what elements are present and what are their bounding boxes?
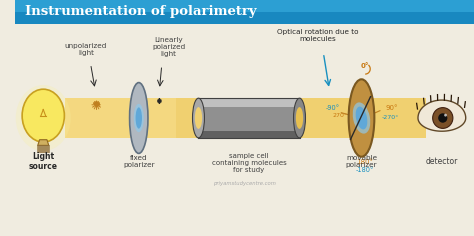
Ellipse shape	[134, 104, 144, 132]
Bar	[37, 151, 49, 152]
Text: Instrumentation of polarimetry: Instrumentation of polarimetry	[25, 5, 257, 18]
Ellipse shape	[353, 102, 370, 134]
Ellipse shape	[22, 89, 64, 142]
Ellipse shape	[136, 107, 142, 129]
Text: 270°: 270°	[333, 113, 348, 118]
Bar	[15, 0, 474, 12]
Ellipse shape	[296, 107, 303, 129]
Polygon shape	[65, 98, 175, 138]
Text: -270°: -270°	[382, 114, 399, 120]
Ellipse shape	[356, 107, 367, 129]
Text: 180°: 180°	[356, 159, 374, 165]
Bar	[199, 131, 300, 138]
Polygon shape	[65, 98, 426, 138]
Circle shape	[438, 113, 447, 123]
Text: unpolarized
light: unpolarized light	[65, 43, 107, 56]
Text: -180°: -180°	[356, 167, 374, 173]
Polygon shape	[38, 140, 49, 145]
Text: Light
source: Light source	[29, 152, 58, 171]
Ellipse shape	[192, 98, 204, 138]
Text: sample cell
containing molecules
for study: sample cell containing molecules for stu…	[211, 153, 286, 173]
Ellipse shape	[129, 83, 148, 153]
Circle shape	[433, 108, 453, 128]
Ellipse shape	[16, 85, 71, 151]
Text: 90°: 90°	[385, 105, 398, 111]
Bar	[37, 147, 49, 148]
Bar	[199, 98, 300, 138]
Bar	[15, 0, 267, 24]
Bar	[15, 0, 474, 24]
Text: Optical rotation due to
molecules: Optical rotation due to molecules	[277, 29, 359, 42]
Text: detector: detector	[426, 157, 458, 166]
Ellipse shape	[195, 107, 202, 129]
Bar	[37, 145, 49, 146]
Polygon shape	[418, 100, 466, 131]
Bar	[37, 149, 49, 150]
Text: priyamstudycentre.com: priyamstudycentre.com	[213, 181, 276, 186]
Text: movable
polarizer: movable polarizer	[346, 155, 377, 168]
Text: fixed
polarizer: fixed polarizer	[123, 155, 155, 168]
Text: Linearly
polarized
light: Linearly polarized light	[152, 37, 185, 57]
Circle shape	[444, 114, 447, 117]
Text: -90°: -90°	[326, 105, 340, 111]
Ellipse shape	[293, 98, 305, 138]
Text: 0°: 0°	[361, 63, 369, 69]
Ellipse shape	[349, 79, 374, 157]
Bar	[199, 98, 300, 107]
